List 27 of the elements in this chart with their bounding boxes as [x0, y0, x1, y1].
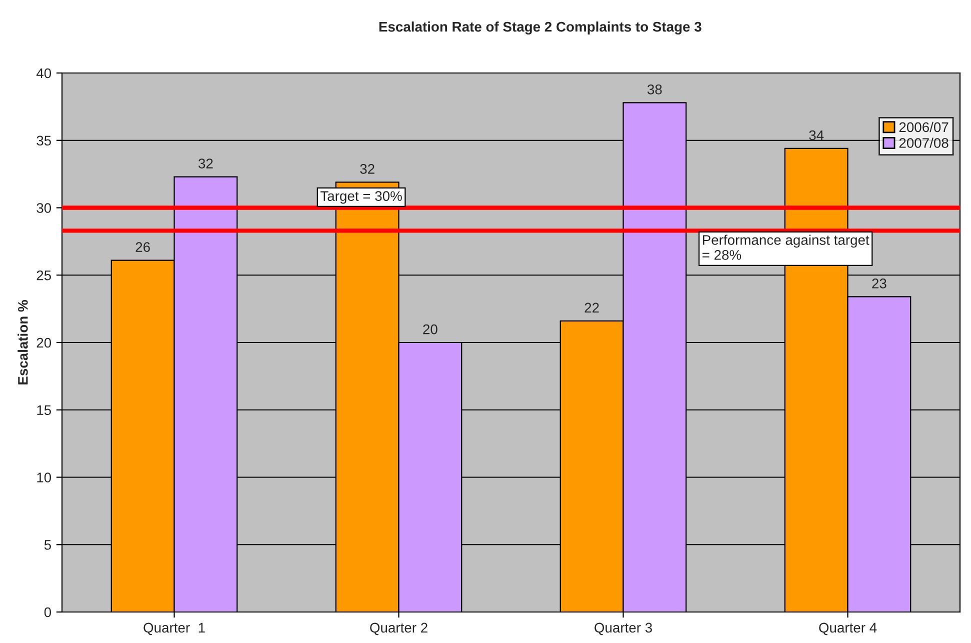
ref-line-label: Performance against target = 28%: [702, 234, 870, 260]
legend-label: 2007/08: [899, 138, 948, 148]
chart-title: Escalation Rate of Stage 2 Complaints to Stage 3: [379, 21, 702, 35]
data-label: 32: [360, 164, 374, 174]
ref-line-label: Target = 30%: [320, 191, 402, 204]
y-tick-label: 35: [36, 136, 52, 146]
y-tick-label: 25: [36, 270, 52, 280]
y-tick-label: 10: [37, 472, 52, 482]
legend-label: 2006/07: [899, 122, 948, 132]
data-label: 32: [198, 158, 213, 168]
x-tick-label: Quarter 3: [594, 622, 652, 636]
data-label: 20: [423, 324, 438, 334]
x-tick-label: Quarter 2: [370, 622, 428, 636]
y-tick-label: 30: [36, 203, 52, 213]
y-tick-label: 15: [37, 405, 52, 416]
data-label: 38: [647, 84, 662, 94]
y-tick-label: 40: [36, 68, 52, 78]
x-tick-label: Quarter 4: [819, 622, 877, 636]
data-label: 26: [136, 242, 150, 252]
y-tick-label: 5: [44, 540, 51, 550]
data-label: 22: [584, 302, 599, 313]
data-label: 23: [872, 278, 886, 288]
y-tick-label: 20: [36, 338, 52, 348]
y-axis-title: Escalation %: [18, 300, 28, 384]
y-tick-label: 0: [44, 607, 52, 618]
x-tick-label: Quarter 1: [144, 622, 205, 636]
data-label: 34: [809, 130, 824, 140]
